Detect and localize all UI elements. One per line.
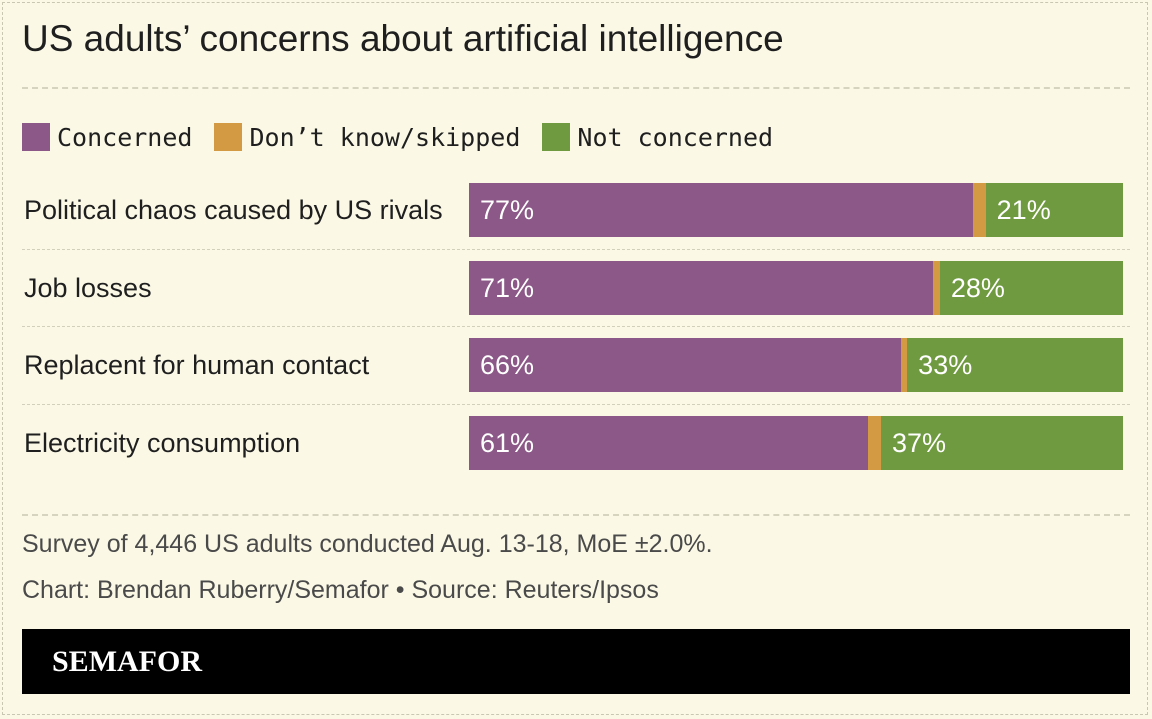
category-label-electricity-consumption: Electricity consumption — [24, 428, 301, 458]
row-divider — [22, 326, 1130, 327]
legend: Concerned Don’t know/skipped Not concern… — [22, 119, 795, 155]
category-label-replacent-for-human-contact: Replacent for human contact — [24, 350, 370, 380]
legend-item-not-concerned: Not concerned — [542, 123, 773, 152]
credit-note: Chart: Brendan Ruberry/Semafor • Source:… — [22, 576, 659, 604]
data-label-concerned-replacent-for-human-contact: 66% — [480, 350, 535, 380]
legend-label-concerned: Concerned — [57, 122, 193, 152]
legend-label-not-concerned: Not concerned — [577, 122, 774, 152]
legend-label-dont-know: Don’t know/skipped — [249, 122, 521, 152]
bar-concerned-electricity-consumption — [469, 416, 868, 470]
legend-item-concerned: Concerned — [22, 123, 192, 152]
row-divider — [22, 404, 1130, 405]
legend-swatch-concerned — [22, 123, 50, 151]
legend-swatch-not-concerned — [542, 123, 571, 151]
bar-not-concerned-political-chaos-caused-by-us-rivals — [985, 183, 1123, 237]
notes-divider — [22, 514, 1130, 516]
category-label-political-chaos-caused-by-us-rivals: Political chaos caused by US rivals — [24, 195, 443, 225]
legend-swatch-dont-know — [214, 123, 243, 151]
bar-not-concerned-electricity-consumption — [881, 416, 1123, 470]
bar-don-t-know-skipped-electricity-consumption — [867, 416, 882, 470]
chart-title: US adults’ concerns about artificial int… — [22, 18, 784, 59]
bar-don-t-know-skipped-replacent-for-human-contact — [900, 338, 908, 392]
row-divider — [22, 249, 1130, 250]
bar-don-t-know-skipped-political-chaos-caused-by-us-rivals — [972, 183, 986, 237]
bar-not-concerned-job-losses — [939, 261, 1123, 315]
category-label-job-losses: Job losses — [24, 273, 152, 303]
data-label-concerned-electricity-consumption: 61% — [480, 428, 535, 458]
bar-concerned-job-losses — [469, 261, 934, 315]
legend-item-dont-know: Don’t know/skipped — [214, 123, 520, 152]
data-label-concerned-political-chaos-caused-by-us-rivals: 77% — [480, 195, 535, 225]
data-label-concerned-job-losses: 71% — [480, 273, 535, 303]
data-label-not-concerned-political-chaos-caused-by-us-rivals: 21% — [996, 195, 1051, 225]
data-label-not-concerned-replacent-for-human-contact: 33% — [918, 350, 973, 380]
bar-not-concerned-replacent-for-human-contact — [907, 338, 1123, 392]
bar-don-t-know-skipped-job-losses — [933, 261, 940, 315]
semafor-logo: SEMAFOR — [52, 645, 202, 678]
footer-bar: SEMAFOR — [22, 629, 1130, 694]
data-label-not-concerned-job-losses: 28% — [950, 273, 1005, 303]
survey-note: Survey of 4,446 US adults conducted Aug.… — [22, 530, 713, 558]
data-label-not-concerned-electricity-consumption: 37% — [892, 428, 947, 458]
bar-concerned-replacent-for-human-contact — [469, 338, 901, 392]
title-divider — [22, 87, 1130, 89]
bar-concerned-political-chaos-caused-by-us-rivals — [469, 183, 973, 237]
